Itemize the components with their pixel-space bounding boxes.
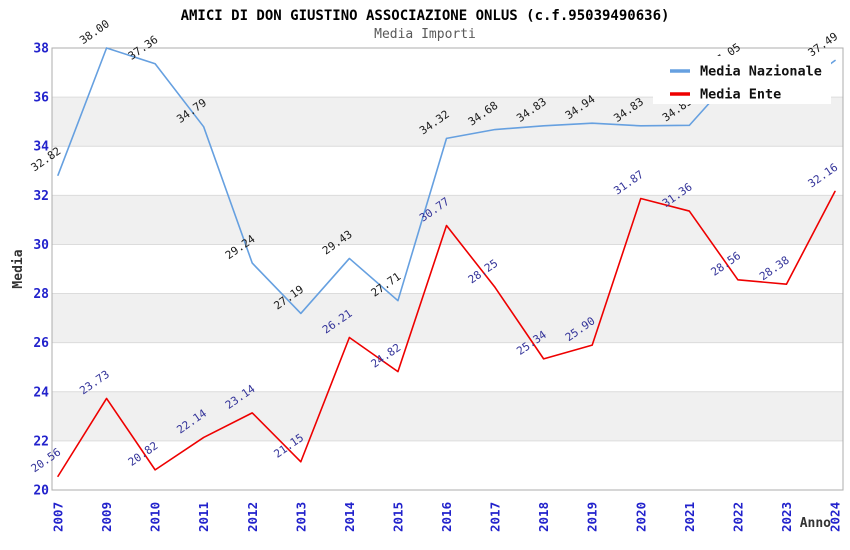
y-tick-label: 34: [33, 140, 49, 155]
x-tick-label: 2024: [828, 502, 843, 532]
x-tick-label: 2021: [682, 502, 697, 532]
x-axis-title: Anno: [800, 516, 831, 531]
x-tick-label: 2007: [51, 502, 66, 532]
series-layer: [57, 47, 836, 478]
x-tick-label: 2014: [342, 502, 357, 532]
x-tick-label: 2009: [99, 502, 114, 532]
x-tick-label: 2020: [633, 502, 648, 532]
y-axis-title: Media: [11, 249, 26, 288]
x-tick-label: 2015: [390, 502, 405, 532]
x-tick-label: 2023: [779, 502, 794, 532]
x-tick-label: 2022: [730, 502, 745, 532]
legend-label: Media Ente: [700, 87, 781, 103]
plot-band: [52, 391, 843, 441]
legend-label: Media Nazionale: [700, 64, 822, 80]
chart-subtitle: Media Importi: [374, 27, 476, 42]
plot-band: [52, 293, 843, 343]
y-tick-label: 24: [33, 385, 49, 400]
series-line-media-nazionale: [57, 47, 836, 315]
y-tick-label: 30: [33, 238, 49, 253]
plot-band: [52, 195, 843, 245]
series-line-media-ente: [57, 190, 836, 478]
x-tick-label: 2017: [488, 502, 503, 532]
y-tick-label: 20: [33, 484, 49, 499]
legend-box: [653, 56, 831, 104]
legend: Media Nazionale Media Ente: [653, 56, 831, 104]
x-tick-label: 2018: [536, 502, 551, 532]
x-tick-label: 2016: [439, 502, 454, 532]
x-tick-label: 2010: [148, 502, 163, 532]
plot-border: [51, 47, 844, 491]
x-tick-label: 2012: [245, 502, 260, 532]
x-tick-label: 2013: [293, 502, 308, 532]
point-label: 38.00: [77, 17, 112, 47]
y-tick-label: 36: [33, 91, 49, 106]
y-tick-label: 22: [33, 434, 49, 449]
y-tick-label: 26: [33, 336, 49, 351]
chart-title: AMICI DI DON GIUSTINO ASSOCIAZIONE ONLUS…: [181, 8, 670, 24]
x-tick-label: 2011: [196, 502, 211, 532]
y-tick-label: 32: [33, 189, 49, 204]
y-tick-label: 38: [33, 42, 49, 57]
x-tick-label: 2019: [585, 502, 600, 532]
y-tick-label: 28: [33, 287, 49, 302]
